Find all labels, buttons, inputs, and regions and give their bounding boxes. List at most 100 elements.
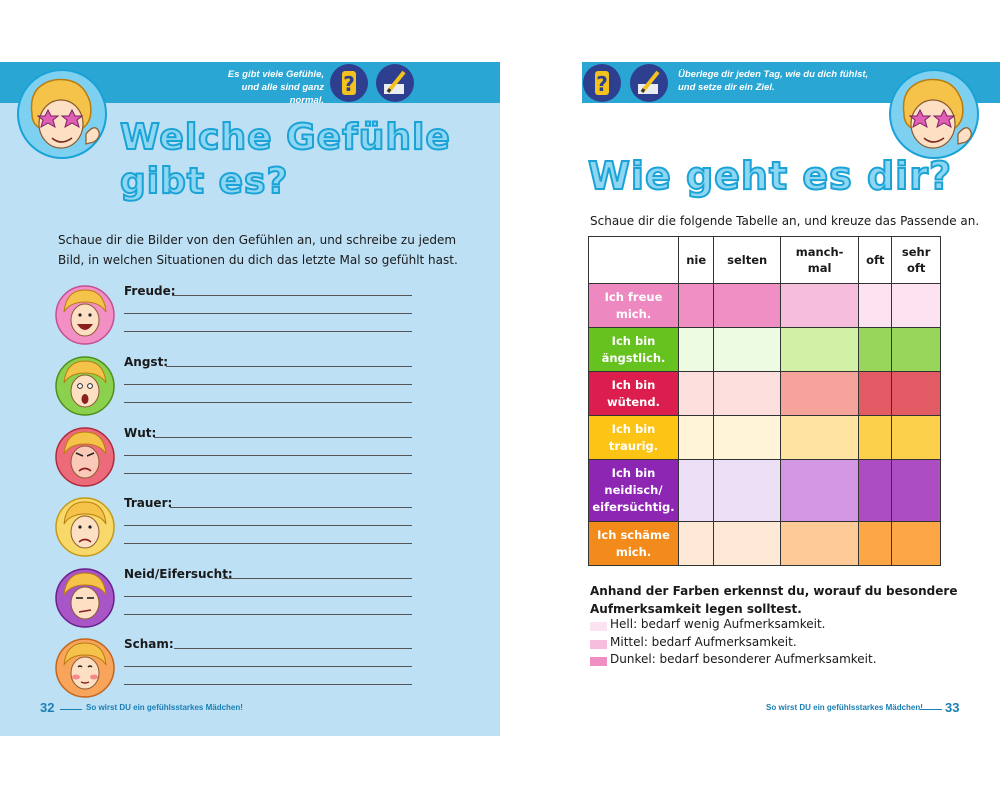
shame-line-1[interactable] [174, 648, 412, 649]
mood-cell[interactable] [891, 521, 941, 566]
mood-cell[interactable] [858, 521, 893, 566]
col-sehroft-line1: sehr [901, 245, 931, 259]
shame-line-3[interactable] [124, 684, 412, 685]
mascot-girl-left-icon [17, 69, 107, 159]
mood-row-label-line: Ich bin [611, 377, 656, 392]
joy-line-2[interactable] [124, 313, 412, 314]
mood-cell[interactable] [891, 283, 941, 328]
mood-cell[interactable] [779, 459, 860, 522]
envy-face-icon [55, 568, 115, 628]
mood-cell[interactable] [779, 327, 860, 372]
right-page-number: 33 [945, 700, 960, 715]
mood-cell[interactable] [858, 415, 893, 460]
shame-line-2[interactable] [124, 666, 412, 667]
mood-cell[interactable] [677, 459, 715, 522]
right-page-title: Wie geht es dir? [587, 153, 952, 199]
col-oft-line1: oft [866, 253, 885, 267]
mood-cell[interactable] [891, 459, 941, 522]
envy-line-2[interactable] [124, 596, 412, 597]
mood-table-row: Ich bin traurig. [588, 415, 941, 460]
fear-line-1[interactable] [166, 366, 412, 367]
fear-line-3[interactable] [124, 402, 412, 403]
left-tip-line2: und alle sind ganz normal. [241, 82, 324, 106]
mood-cell[interactable] [677, 283, 715, 328]
mood-cell[interactable] [858, 283, 893, 328]
right-tip-line1: Überlege dir jeden Tag, wie du dich fühl… [678, 69, 869, 80]
mood-cell[interactable] [713, 415, 781, 460]
mood-cell[interactable] [713, 327, 781, 372]
legend-swatch-medium [590, 640, 607, 649]
mood-cell[interactable] [779, 283, 860, 328]
left-intro: Schaue dir die Bilder von den Gefühlen a… [58, 230, 478, 270]
mood-row-label-line: mich. [615, 306, 652, 321]
sadness-line-3[interactable] [124, 543, 412, 544]
mood-cell[interactable] [779, 521, 860, 566]
sadness-line-1[interactable] [170, 507, 412, 508]
mood-cell[interactable] [677, 415, 715, 460]
mood-row-label-line: mich. [615, 544, 652, 559]
mascot-girl-right-icon [889, 69, 979, 159]
pencil-icon-right [630, 64, 668, 102]
fear-line-2[interactable] [124, 384, 412, 385]
mood-table-row: Ich freue mich. [588, 283, 941, 328]
mood-table-row: Ich bin ängstlich. [588, 327, 941, 372]
fear-face-icon [55, 356, 115, 416]
left-title-line2: gibt es? [119, 160, 289, 203]
mood-cell[interactable] [713, 521, 781, 566]
pencil-icon-left [376, 64, 414, 102]
anger-line-1[interactable] [154, 437, 412, 438]
sadness-line-2[interactable] [124, 525, 412, 526]
left-page-number: 32 [40, 700, 55, 715]
mood-table-row: Ich bin wütend. [588, 371, 941, 416]
mood-cell[interactable] [779, 371, 860, 416]
legend-item-light: Hell: bedarf wenig Aufmerksamkeit. [610, 617, 826, 631]
mood-cell[interactable] [677, 327, 715, 372]
joy-line-1[interactable] [172, 295, 412, 296]
mood-row-label-line: ängstlich. [601, 350, 666, 365]
mood-cell[interactable] [891, 371, 941, 416]
anger-line-2[interactable] [124, 455, 412, 456]
legend-swatch-dark [590, 657, 607, 666]
question-icon-right: ? [583, 64, 621, 102]
mood-row-label-line: wütend. [607, 394, 660, 409]
left-page-title: Welche Gefühle gibt es? [119, 116, 451, 204]
mood-row-label: Ich schäme mich. [588, 521, 679, 566]
fear-label: Angst: [124, 355, 169, 369]
mood-table-header-row: nie selten manch-mal oft sehr oft [588, 236, 941, 284]
left-tip-text: Es gibt viele Gefühle, und alle sind gan… [208, 68, 324, 107]
envy-line-1[interactable] [222, 578, 412, 579]
mood-cell[interactable] [713, 459, 781, 522]
legend-heading-line2: Aufmerksamkeit legen solltest. [590, 602, 802, 616]
col-header-nie: nie [677, 236, 715, 284]
mood-row-label-line: Ich bin [611, 333, 656, 348]
mood-cell[interactable] [858, 327, 893, 372]
right-footer-rule [920, 709, 942, 710]
right-tip-line2: und setze dir ein Ziel. [678, 82, 775, 93]
mood-table-row: Ich schäme mich. [588, 521, 941, 566]
mood-row-label: Ich freue mich. [588, 283, 679, 328]
mood-cell[interactable] [713, 371, 781, 416]
joy-face-icon [55, 285, 115, 345]
shame-face-icon [55, 638, 115, 698]
mood-cell[interactable] [891, 327, 941, 372]
left-footer-text: So wirst DU ein gefühlsstarkes Mädchen! [86, 703, 243, 712]
envy-line-3[interactable] [124, 614, 412, 615]
right-tip-text: Überlege dir jeden Tag, wie du dich fühl… [678, 68, 878, 94]
mood-cell[interactable] [779, 415, 860, 460]
mood-cell[interactable] [891, 415, 941, 460]
col-nie-line1: nie [686, 253, 707, 267]
mood-cell[interactable] [677, 371, 715, 416]
anger-line-3[interactable] [124, 473, 412, 474]
left-tip-line1: Es gibt viele Gefühle, [227, 69, 324, 80]
mood-cell[interactable] [677, 521, 715, 566]
mood-cell[interactable] [858, 459, 893, 522]
mood-table-row: Ich bin neidisch/eifersüchtig. [588, 459, 941, 522]
joy-line-3[interactable] [124, 331, 412, 332]
left-intro-line1: Schaue dir die Bilder von den Gefühlen a… [58, 233, 457, 247]
mood-cell[interactable] [713, 283, 781, 328]
right-intro: Schaue dir die folgende Tabelle an, und … [590, 214, 980, 228]
legend-heading-line1: Anhand der Farben erkennst du, worauf du… [590, 584, 958, 598]
mood-cell[interactable] [858, 371, 893, 416]
legend-item-dark: Dunkel: bedarf besonderer Aufmerksamkeit… [610, 652, 877, 666]
mood-row-label: Ich bin traurig. [588, 415, 679, 460]
